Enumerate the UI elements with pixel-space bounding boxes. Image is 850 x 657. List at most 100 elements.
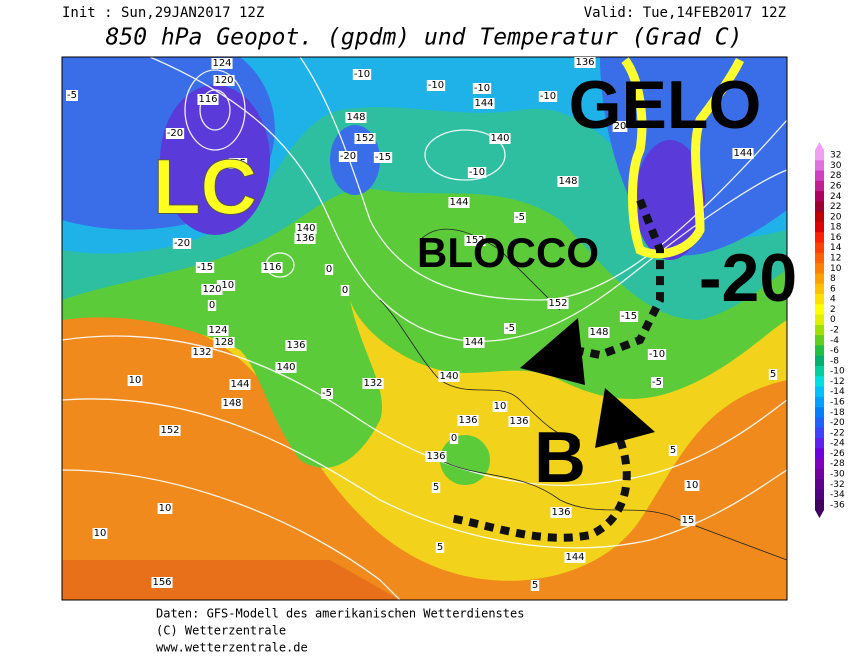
contour-label: 144 xyxy=(230,379,249,390)
contour-label: -10 xyxy=(649,349,665,360)
legend-label: -26 xyxy=(830,449,845,459)
contour-label-bg xyxy=(473,98,495,109)
contour-label: -5 xyxy=(67,90,77,101)
map-title: 850 hPa Geopot. (gpdm) und Temperatur (G… xyxy=(106,25,743,51)
contour-label: 148 xyxy=(589,327,608,338)
contour-label-bg xyxy=(449,433,459,444)
legend-label: -14 xyxy=(830,387,845,397)
map-frame xyxy=(61,56,788,601)
legend-swatch xyxy=(815,222,824,233)
contour-label-bg xyxy=(564,552,586,563)
contour-label: 0 xyxy=(326,264,332,275)
contour-label: 152 xyxy=(160,425,179,436)
contour-label: 148 xyxy=(558,176,577,187)
contour-label: 144 xyxy=(733,148,752,159)
contour-label-bg xyxy=(221,398,243,409)
legend-swatch xyxy=(815,499,824,511)
legend-swatch xyxy=(815,180,824,192)
contour-label: 132 xyxy=(192,347,211,358)
legend-label: -24 xyxy=(830,439,845,449)
contour-label: 144 xyxy=(565,552,584,563)
contour-label: 10 xyxy=(494,401,507,412)
legend-label: -12 xyxy=(830,377,845,387)
contour-label-bg xyxy=(213,75,235,86)
legend-swatch xyxy=(815,396,824,408)
legend-label: 4 xyxy=(830,295,836,305)
legend-label: 24 xyxy=(830,192,842,202)
contour-label-bg xyxy=(285,340,307,351)
contour-label: 144 xyxy=(449,197,468,208)
legend-swatch xyxy=(815,345,824,357)
contour-label: 120 xyxy=(214,75,233,86)
contour-label: 20 xyxy=(614,121,627,132)
contour-label-bg xyxy=(530,580,540,591)
legend-label: -6 xyxy=(830,346,839,356)
legend-swatch xyxy=(815,458,824,470)
legend-swatch xyxy=(815,273,824,285)
contour-label: 128 xyxy=(214,337,233,348)
legend-swatch xyxy=(815,304,824,316)
legend-label: -16 xyxy=(830,398,845,408)
contour-label: -20 xyxy=(174,238,190,249)
map-field xyxy=(62,57,787,600)
contour-label-bg xyxy=(463,337,485,348)
legend-label: 30 xyxy=(830,161,842,171)
legend-swatch xyxy=(815,160,824,172)
contour-label: 136 xyxy=(575,57,594,68)
legend-label: -30 xyxy=(830,470,845,480)
lc-label: LC xyxy=(153,143,257,231)
contour-label: 144 xyxy=(464,337,483,348)
legend-label: 14 xyxy=(830,243,842,253)
contour-label: 136 xyxy=(426,451,445,462)
contour-label: 136 xyxy=(551,507,570,518)
contour-label-bg xyxy=(92,528,108,539)
contour-label: -10 xyxy=(540,91,556,102)
contour-label: 10 xyxy=(94,528,107,539)
contour-label: 116 xyxy=(198,94,217,105)
contour-label-bg xyxy=(228,158,248,169)
contour-label-bg xyxy=(197,94,219,105)
contour-label: -5 xyxy=(515,212,525,223)
legend-label: -34 xyxy=(830,490,845,500)
contour-label-bg xyxy=(165,128,185,139)
legend-swatch xyxy=(815,355,824,367)
contour-label: -5 xyxy=(322,388,332,399)
contour-label-bg xyxy=(550,507,572,518)
contour-label-bg xyxy=(157,503,173,514)
contour-label-bg xyxy=(651,377,663,388)
contour-label: 10 xyxy=(686,480,699,491)
contour-label: 144 xyxy=(474,98,493,109)
legend-label: -22 xyxy=(830,428,845,438)
legend-label: 28 xyxy=(830,171,842,181)
legend-swatch xyxy=(815,191,824,202)
legend-swatch xyxy=(815,376,824,388)
legend-label: 8 xyxy=(830,274,836,284)
legend-cap-top xyxy=(815,142,824,150)
contour-label-bg xyxy=(151,577,173,588)
legend-swatch xyxy=(815,366,824,377)
contour-label-bg xyxy=(489,133,511,144)
legend-swatch xyxy=(815,150,824,161)
contour-label-bg xyxy=(514,212,526,223)
legend-label: 16 xyxy=(830,233,842,243)
legend-swatch xyxy=(815,170,824,182)
contour-label: 10 xyxy=(159,503,172,514)
legend-swatch xyxy=(815,479,824,490)
legend-swatch xyxy=(815,448,824,460)
contour-label: 136 xyxy=(509,416,528,427)
contour-label: -15 xyxy=(197,262,213,273)
contour-label-bg xyxy=(295,223,317,234)
contour-label: 136 xyxy=(286,340,305,351)
legend-label: -32 xyxy=(830,480,845,490)
contour-label: 140 xyxy=(276,362,295,373)
contour-label-bg xyxy=(574,57,596,68)
contour-label-bg xyxy=(668,445,678,456)
contour-label: -20 xyxy=(340,151,356,162)
legend-label: -8 xyxy=(830,356,839,366)
contour-label: 120 xyxy=(202,284,221,295)
contour-label: 148 xyxy=(222,398,241,409)
contour-label: 116 xyxy=(262,262,281,273)
contour-label-bg xyxy=(211,58,233,69)
contour-label-bg xyxy=(448,197,470,208)
